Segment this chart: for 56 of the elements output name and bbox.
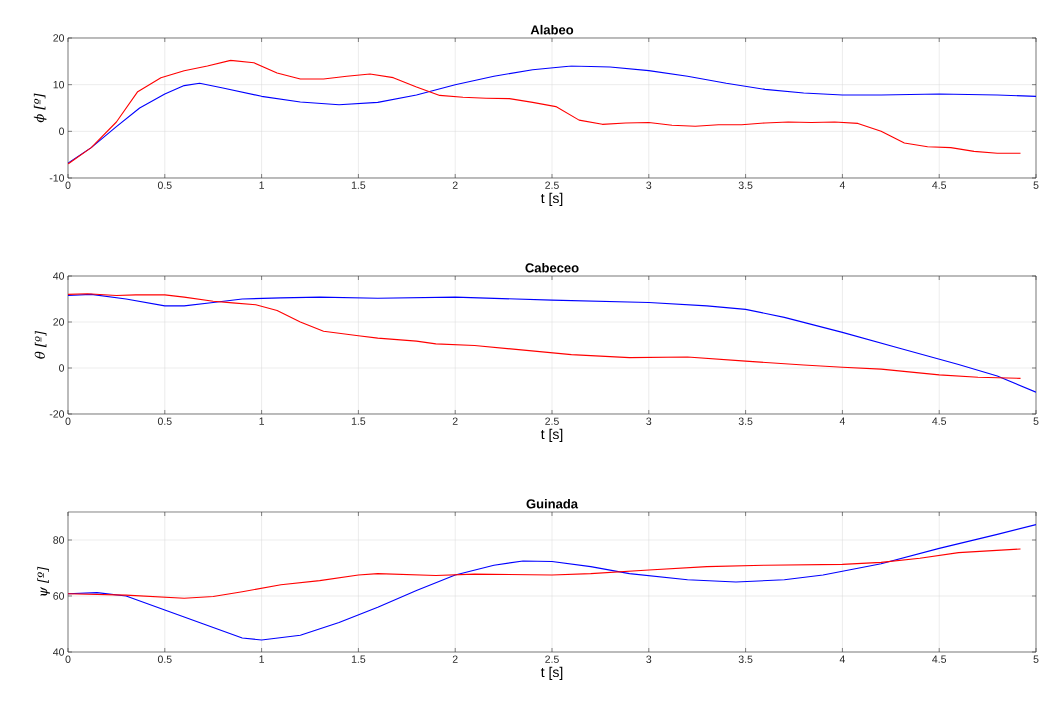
line-series — [68, 293, 1022, 379]
x-tick-label: 3 — [646, 417, 652, 425]
y-tick-label: 10 — [53, 80, 65, 89]
x-tick-label: 5 — [1033, 181, 1039, 189]
x-tick-label: 4 — [839, 655, 845, 663]
x-tick-label: 0 — [65, 181, 71, 189]
x-tick-label: 4 — [839, 181, 845, 189]
x-axis-title: t [s] — [540, 666, 563, 680]
y-tick-label: 80 — [53, 536, 65, 544]
x-tick-label: 2.5 — [545, 655, 559, 663]
x-tick-label: 3.5 — [738, 655, 753, 663]
x-tick-label: 0.5 — [157, 655, 172, 663]
x-tick-label: 2 — [452, 417, 458, 425]
line-series — [68, 293, 1036, 393]
x-tick-label: 3 — [646, 181, 652, 189]
y-tick-label: -10 — [49, 174, 65, 182]
x-tick-label: 5 — [1033, 655, 1039, 663]
y-tick-label: 60 — [53, 592, 65, 600]
x-tick-label: 2 — [452, 655, 458, 663]
y-axis-title: ϕ [º] — [33, 93, 47, 123]
x-tick-label: 0 — [65, 655, 71, 663]
x-tick-label: 0 — [65, 417, 71, 425]
x-tick-label: 2.5 — [545, 417, 559, 425]
x-tick-label: 1 — [259, 181, 264, 189]
y-tick-label: 40 — [53, 272, 65, 280]
x-tick-label: 2.5 — [545, 181, 559, 189]
x-tick-label: 1 — [259, 417, 264, 425]
x-tick-label: 0.5 — [157, 417, 172, 425]
line-series — [68, 548, 1022, 599]
x-tick-label: 4 — [839, 417, 845, 425]
x-tick-label: 3.5 — [738, 181, 753, 189]
y-tick-label: 40 — [53, 648, 65, 656]
x-axis-title: t [s] — [540, 428, 563, 442]
x-tick-label: 4.5 — [932, 655, 947, 663]
x-tick-label: 1.5 — [351, 417, 366, 425]
x-tick-label: 0.5 — [157, 181, 172, 189]
y-axis-title: ψ [º] — [37, 566, 50, 596]
y-axis-title: θ [º] — [34, 330, 47, 359]
x-tick-label: 1.5 — [351, 655, 366, 663]
y-tick-label: 0 — [59, 364, 65, 372]
chart-title: Alabeo — [530, 24, 574, 35]
y-tick-label: 20 — [53, 318, 65, 326]
x-tick-label: 1 — [259, 655, 264, 663]
x-tick-label: 4.5 — [932, 417, 947, 425]
y-tick-label: -20 — [49, 410, 65, 418]
x-tick-label: 2 — [452, 181, 458, 189]
x-tick-label: 5 — [1033, 417, 1039, 425]
chart-title: Cabeceo — [525, 262, 579, 273]
x-tick-label: 3.5 — [738, 417, 753, 425]
chart-title: Guinada — [526, 498, 579, 509]
x-tick-label: 1.5 — [351, 181, 366, 189]
y-tick-label: 0 — [59, 127, 65, 136]
x-axis-title: t [s] — [540, 192, 563, 206]
x-tick-label: 3 — [646, 655, 652, 663]
x-tick-label: 4.5 — [932, 181, 947, 189]
y-tick-label: 20 — [53, 34, 65, 42]
